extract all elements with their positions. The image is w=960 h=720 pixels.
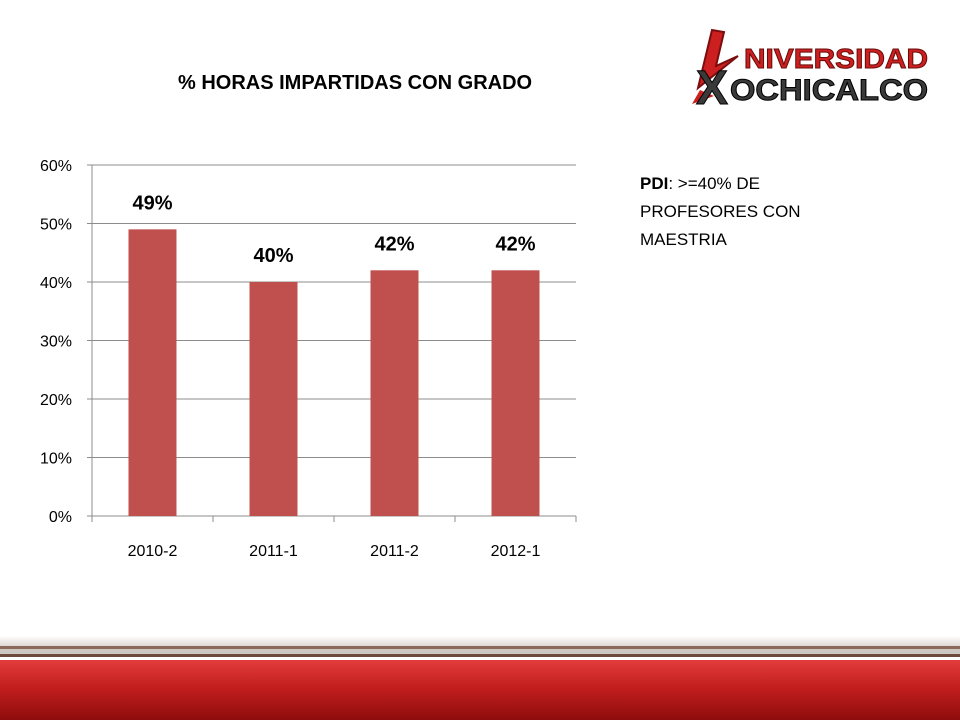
y-tick-label: 30% xyxy=(40,334,72,351)
y-tick-label: 20% xyxy=(40,392,72,409)
y-tick-label: 40% xyxy=(40,275,72,292)
bar-chart: 0% 10% 20% 30% 40% 50% 60% 49% 2010-2 40% 2011-1 42… xyxy=(40,158,577,560)
note-label: PDI xyxy=(640,174,669,193)
y-tick-label: 50% xyxy=(40,217,72,234)
bar xyxy=(491,270,540,516)
data-label: 49% xyxy=(132,192,172,214)
data-label: 40% xyxy=(253,245,293,267)
bar xyxy=(249,282,298,516)
y-tick-label: 10% xyxy=(40,451,72,468)
x-tick-label: 2010-2 xyxy=(128,543,178,560)
logo-swoosh-icon xyxy=(696,28,739,91)
x-tick-label: 2011-2 xyxy=(370,543,419,560)
bar xyxy=(128,229,177,516)
note-text: : >=40% DE PROFESORES CON MAESTRIA xyxy=(640,174,801,249)
footer-band xyxy=(0,636,960,720)
university-logo: X NIVERSIDAD OCHICALCO xyxy=(692,28,929,112)
x-tick-label: 2011-1 xyxy=(249,543,298,560)
y-tick-label: 60% xyxy=(40,158,72,175)
x-tick-label: 2012-1 xyxy=(491,543,541,560)
logo-line1: NIVERSIDAD xyxy=(744,43,928,74)
bar xyxy=(370,270,419,516)
y-tick-label: 0% xyxy=(49,509,72,526)
logo-letter-x: X xyxy=(696,62,728,112)
data-label: 42% xyxy=(495,233,535,255)
logo-line2: OCHICALCO xyxy=(730,74,928,107)
data-label: 42% xyxy=(374,233,414,255)
pdi-note: PDI: >=40% DE PROFESORES CON MAESTRIA xyxy=(640,170,840,254)
slide-title: % HORAS IMPARTIDAS CON GRADO xyxy=(178,72,533,94)
